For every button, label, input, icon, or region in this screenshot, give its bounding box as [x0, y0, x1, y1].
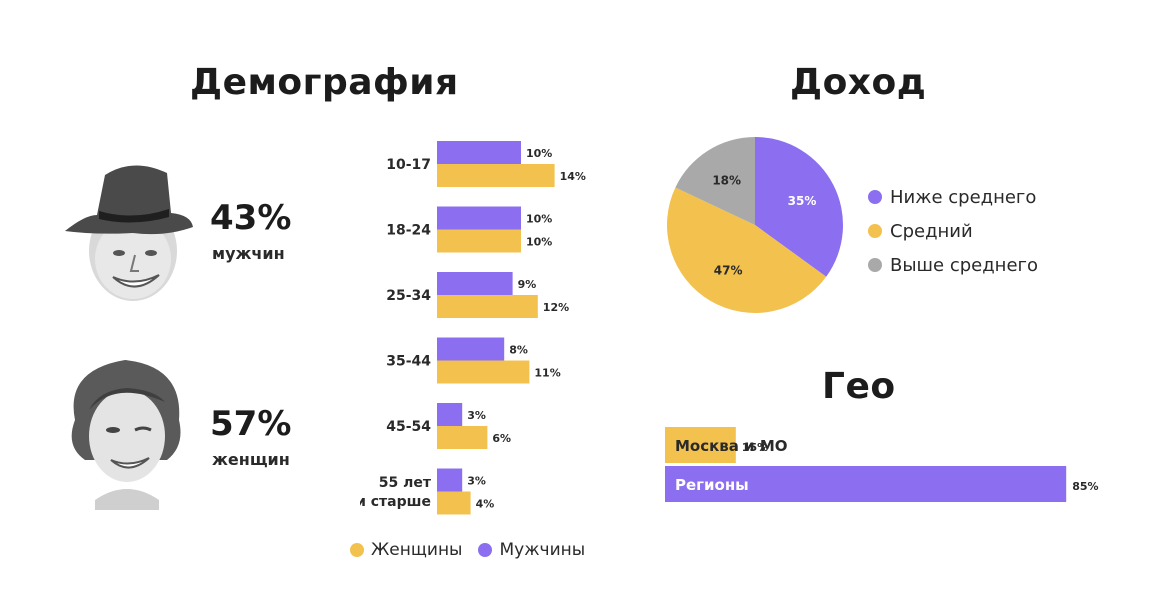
age-category-label: 55 лет: [379, 475, 432, 491]
woman-winking-portrait: [71, 360, 181, 510]
men-bar-value: 3%: [467, 475, 486, 488]
women-legend-dot: [350, 543, 364, 557]
demography-title: Демография: [190, 62, 459, 103]
average-dot: [868, 224, 882, 238]
geo-bar-label: Регионы: [675, 476, 749, 494]
men-legend-label: Мужчины: [499, 540, 586, 560]
geo-bar-value: 15%: [742, 441, 768, 454]
geo-bar-label: Москва и МО: [675, 437, 788, 455]
men-bar: [437, 468, 463, 492]
age-category-label: 35-44: [386, 354, 431, 370]
men-share-value: 43%: [210, 198, 292, 238]
geo-bar-value: 85%: [1072, 480, 1098, 493]
men-bar-value: 8%: [509, 344, 528, 357]
above-average-label: Выше среднего: [890, 254, 1038, 276]
geo-bar: [665, 427, 736, 463]
women-bar-value: 6%: [492, 432, 511, 445]
pie-slice-label: 18%: [712, 173, 741, 187]
women-bar-value: 14%: [560, 170, 586, 183]
age-category-label: и старше: [360, 494, 431, 510]
women-share-value: 57%: [210, 404, 292, 444]
women-legend-label: Женщины: [371, 540, 463, 560]
men-legend-dot: [478, 543, 493, 557]
age-chart-legend: Женщины Мужчины: [350, 540, 585, 560]
men-bar-value: 3%: [467, 409, 486, 422]
men-bar: [437, 337, 505, 361]
women-bar-value: 10%: [526, 236, 552, 249]
men-bar: [437, 206, 521, 230]
legend-below-average: Ниже среднего: [868, 180, 1038, 214]
income-pie-chart: 35% 47% 18%: [667, 137, 843, 314]
age-category-label: 45-54: [386, 419, 431, 435]
men-bar: [437, 141, 521, 164]
above-average-dot: [868, 258, 882, 272]
women-bar: [437, 295, 538, 318]
man-with-hat-portrait: [65, 165, 193, 301]
men-bar-value: 9%: [518, 278, 537, 291]
pie-slice: [667, 187, 827, 314]
below-average-label: Ниже среднего: [890, 186, 1037, 208]
pie-slice-label: 35%: [788, 194, 817, 208]
men-bar-value: 10%: [526, 213, 552, 226]
women-bar-value: 12%: [543, 301, 569, 314]
age-category-label: 25-34: [386, 288, 431, 304]
age-bar-chart: 10-17 10% 14% 18-24 10% 10% 25-34 9% 12% 35-44 8% 1…: [360, 141, 586, 515]
geo-title: Гео: [822, 366, 896, 407]
men-bar-value: 10%: [526, 147, 552, 160]
pie-slice: [675, 137, 755, 225]
women-share-label: женщин: [212, 450, 290, 469]
women-bar: [437, 164, 555, 187]
men-bar: [437, 272, 513, 295]
age-category-label: 18-24: [386, 223, 431, 239]
income-title: Доход: [790, 62, 927, 103]
legend-above-average: Выше среднего: [868, 248, 1038, 282]
below-average-dot: [868, 190, 882, 204]
women-bar: [437, 360, 530, 384]
pie-slice: [755, 137, 843, 277]
income-legend: Ниже среднего Средний Выше среднего: [868, 180, 1038, 282]
men-bar: [437, 403, 463, 426]
pie-slice-label: 47%: [714, 263, 743, 277]
age-category-label: 10-17: [386, 157, 431, 173]
women-bar-value: 11%: [534, 367, 560, 380]
average-label: Средний: [890, 220, 973, 242]
geo-bar: [665, 466, 1067, 502]
women-bar: [437, 491, 471, 515]
women-bar: [437, 426, 488, 449]
men-share-label: мужчин: [212, 244, 285, 263]
legend-average: Средний: [868, 214, 1038, 248]
women-bar: [437, 229, 521, 253]
women-bar-value: 4%: [476, 498, 495, 511]
